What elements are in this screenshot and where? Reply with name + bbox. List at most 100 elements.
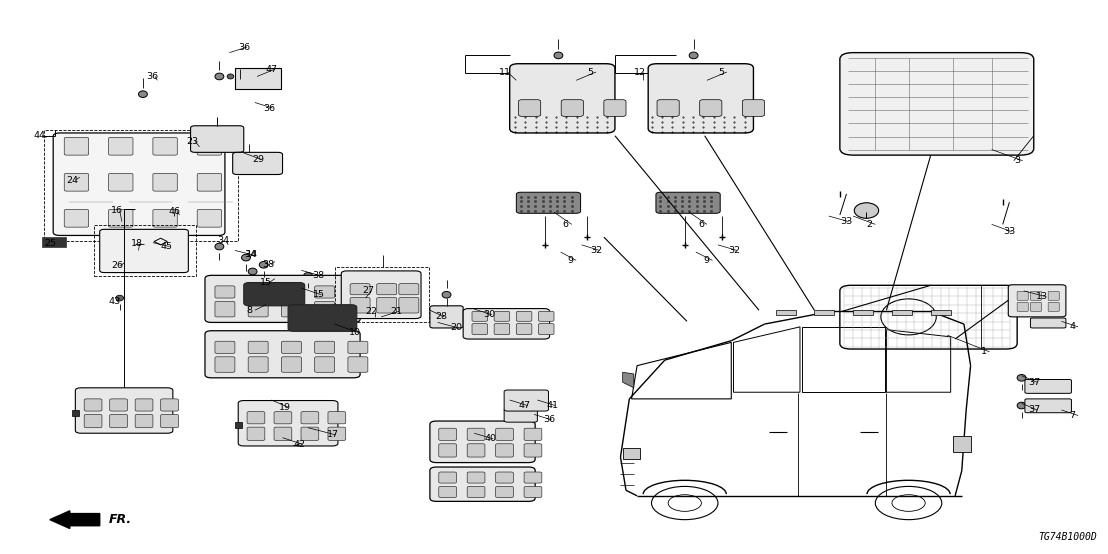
FancyBboxPatch shape xyxy=(281,341,301,353)
Text: 43: 43 xyxy=(109,297,121,306)
Text: 13: 13 xyxy=(1036,292,1048,301)
FancyBboxPatch shape xyxy=(100,229,188,273)
FancyBboxPatch shape xyxy=(604,100,626,116)
Bar xyxy=(335,267,429,322)
Text: 17: 17 xyxy=(327,430,339,439)
Ellipse shape xyxy=(529,408,536,414)
Bar xyxy=(931,310,951,315)
FancyBboxPatch shape xyxy=(538,324,554,335)
FancyBboxPatch shape xyxy=(315,286,335,298)
Text: 8: 8 xyxy=(246,306,252,315)
FancyBboxPatch shape xyxy=(562,100,584,116)
FancyBboxPatch shape xyxy=(468,472,485,483)
FancyBboxPatch shape xyxy=(439,428,456,440)
Bar xyxy=(892,310,912,315)
Ellipse shape xyxy=(242,254,250,261)
Text: 25: 25 xyxy=(44,239,57,248)
FancyBboxPatch shape xyxy=(350,297,370,313)
FancyBboxPatch shape xyxy=(495,444,513,457)
FancyBboxPatch shape xyxy=(524,444,542,457)
FancyBboxPatch shape xyxy=(519,100,541,116)
Text: 9: 9 xyxy=(567,256,573,265)
Ellipse shape xyxy=(259,261,268,268)
Ellipse shape xyxy=(442,291,451,298)
FancyBboxPatch shape xyxy=(315,341,335,353)
FancyBboxPatch shape xyxy=(301,427,319,440)
Text: 36: 36 xyxy=(146,72,158,81)
Text: 40: 40 xyxy=(484,434,496,443)
FancyBboxPatch shape xyxy=(153,209,177,227)
FancyBboxPatch shape xyxy=(1017,291,1028,300)
Text: 23: 23 xyxy=(186,137,198,146)
FancyBboxPatch shape xyxy=(197,209,222,227)
FancyBboxPatch shape xyxy=(1048,302,1059,311)
FancyBboxPatch shape xyxy=(135,399,153,411)
FancyBboxPatch shape xyxy=(495,486,513,497)
Ellipse shape xyxy=(298,288,306,294)
FancyBboxPatch shape xyxy=(135,414,153,428)
FancyBboxPatch shape xyxy=(161,399,178,411)
FancyBboxPatch shape xyxy=(84,414,102,428)
FancyBboxPatch shape xyxy=(274,412,291,424)
Ellipse shape xyxy=(1017,402,1026,409)
FancyBboxPatch shape xyxy=(538,311,554,321)
Bar xyxy=(235,68,281,89)
Text: 24: 24 xyxy=(66,176,79,184)
Text: 42: 42 xyxy=(294,440,306,449)
FancyBboxPatch shape xyxy=(742,100,765,116)
FancyBboxPatch shape xyxy=(191,126,244,152)
Text: 37: 37 xyxy=(1028,378,1040,387)
Text: 20: 20 xyxy=(450,324,462,332)
Text: 26: 26 xyxy=(111,261,123,270)
FancyBboxPatch shape xyxy=(377,284,397,295)
FancyBboxPatch shape xyxy=(153,173,177,191)
Bar xyxy=(44,130,238,241)
Bar xyxy=(72,410,79,416)
FancyBboxPatch shape xyxy=(248,301,268,317)
Polygon shape xyxy=(42,237,66,247)
FancyBboxPatch shape xyxy=(472,324,488,335)
FancyBboxPatch shape xyxy=(494,311,510,321)
FancyBboxPatch shape xyxy=(495,472,513,483)
Text: 5: 5 xyxy=(718,68,724,76)
FancyBboxPatch shape xyxy=(516,192,581,213)
Ellipse shape xyxy=(215,243,224,250)
FancyBboxPatch shape xyxy=(248,341,268,353)
FancyBboxPatch shape xyxy=(472,311,488,321)
FancyBboxPatch shape xyxy=(109,209,133,227)
FancyBboxPatch shape xyxy=(350,284,370,295)
FancyBboxPatch shape xyxy=(1030,318,1066,328)
Ellipse shape xyxy=(1017,375,1026,381)
FancyBboxPatch shape xyxy=(1048,291,1059,300)
FancyBboxPatch shape xyxy=(248,357,268,372)
Ellipse shape xyxy=(270,276,279,281)
Text: 14: 14 xyxy=(246,250,258,259)
FancyBboxPatch shape xyxy=(247,412,265,424)
FancyBboxPatch shape xyxy=(215,357,235,372)
FancyBboxPatch shape xyxy=(430,421,535,463)
Text: 3: 3 xyxy=(1014,156,1020,165)
FancyBboxPatch shape xyxy=(153,137,177,155)
Text: 15: 15 xyxy=(260,278,273,287)
FancyBboxPatch shape xyxy=(274,427,291,440)
FancyBboxPatch shape xyxy=(328,412,346,424)
FancyBboxPatch shape xyxy=(463,309,550,339)
FancyBboxPatch shape xyxy=(64,173,89,191)
Text: 46: 46 xyxy=(168,207,181,216)
Text: 1: 1 xyxy=(981,347,986,356)
Text: TG74B1000D: TG74B1000D xyxy=(1038,532,1097,542)
Text: 9: 9 xyxy=(704,256,709,265)
Text: 2: 2 xyxy=(866,220,872,229)
Text: 41: 41 xyxy=(546,401,558,410)
FancyBboxPatch shape xyxy=(430,306,463,328)
FancyBboxPatch shape xyxy=(524,486,542,497)
FancyBboxPatch shape xyxy=(244,283,305,306)
FancyBboxPatch shape xyxy=(161,414,178,428)
FancyBboxPatch shape xyxy=(494,324,510,335)
Text: 36: 36 xyxy=(543,416,555,424)
Text: 6: 6 xyxy=(698,220,704,229)
Text: 6: 6 xyxy=(563,220,568,229)
FancyBboxPatch shape xyxy=(301,412,319,424)
Text: 10: 10 xyxy=(349,328,361,337)
Text: 47: 47 xyxy=(266,65,278,74)
